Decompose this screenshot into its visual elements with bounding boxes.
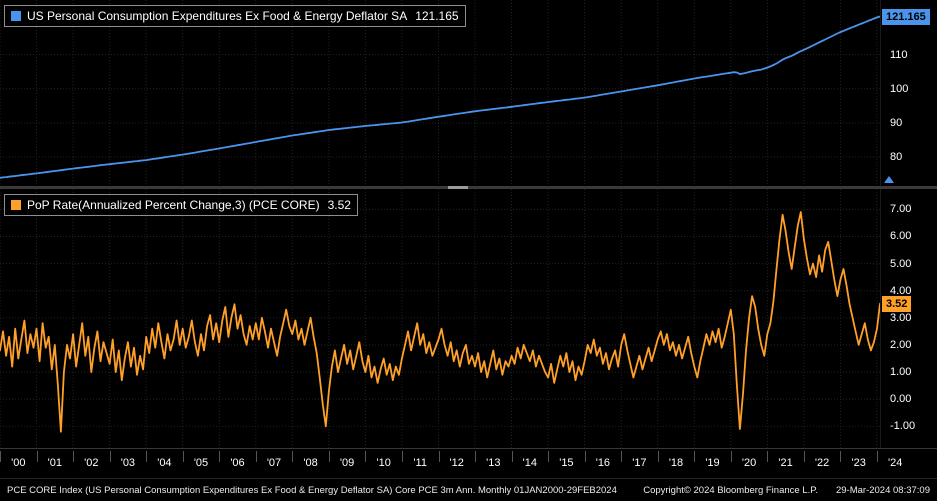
y-axis-tick-label: 6.00	[890, 230, 912, 243]
rate-line-chart[interactable]	[0, 189, 880, 448]
x-axis-year-label: '08	[303, 457, 318, 469]
x-axis-tick	[840, 451, 842, 462]
x-axis-tick	[511, 451, 513, 462]
x-axis-tick	[36, 451, 38, 462]
x-axis-tick	[219, 451, 221, 462]
y-axis-tick-label: 5.00	[890, 257, 912, 270]
y-axis-tick-label: 0.00	[890, 393, 912, 406]
x-axis-year-label: '04	[157, 457, 172, 469]
blue-series-swatch-icon	[11, 11, 21, 21]
last-value-badge-bottom: 3.52	[882, 295, 912, 312]
y-axis-tick-label: 4.00	[890, 284, 912, 297]
price-line	[0, 15, 880, 179]
x-axis-tick	[548, 451, 550, 462]
x-axis-tick	[767, 451, 769, 462]
rate-panel: PoP Rate(Annualized Percent Change,3) (P…	[0, 189, 937, 448]
status-bar: PCE CORE Index (US Personal Consumption …	[0, 478, 937, 501]
x-axis-tick	[146, 451, 148, 462]
y-axis-tick-label: 7.00	[890, 203, 912, 216]
x-axis-year-label: '05	[193, 457, 209, 469]
x-axis-tick	[73, 451, 75, 462]
x-axis-year-label: '23	[851, 457, 866, 469]
last-value-badge-top: 121.165	[882, 8, 930, 25]
x-axis-year-label: '00	[11, 457, 26, 469]
x-axis-year-label: '03	[120, 457, 136, 469]
y-axis-bottom: 3.52 7.00 6.00 5.00 4.00 3.00 2.00 1.00 0.00 -1.…	[880, 189, 937, 448]
x-axis-tick	[401, 451, 403, 462]
y-axis-tick-label: 80	[890, 150, 903, 163]
y-axis-tick-label: 90	[890, 116, 903, 129]
y-axis-tick-label: 1.00	[890, 366, 912, 379]
copyright-text: Copyright© 2024 Bloomberg Finance L.P.	[643, 484, 818, 496]
panel-divider	[0, 186, 937, 189]
x-axis-tick	[475, 451, 476, 462]
timestamp-text: 29-Mar-2024 08:37:09	[835, 484, 930, 496]
x-axis-tick	[803, 451, 805, 462]
x-axis-tick	[292, 451, 294, 462]
legend-bottom-label: PoP Rate(Annualized Percent Change,3) (P…	[27, 198, 320, 212]
x-axis-year-label: '20	[741, 457, 757, 469]
x-axis-year-label: '09	[339, 457, 355, 469]
x-axis-year-label: '15	[559, 457, 574, 469]
x-axis-tick	[877, 451, 878, 462]
x-axis-tick	[730, 451, 732, 462]
x-axis-year-label: '14	[522, 457, 537, 469]
series-description: PCE CORE Index (US Personal Consumption …	[7, 484, 617, 496]
x-axis-year-label: '16	[595, 457, 611, 469]
orange-series-swatch-icon	[11, 200, 21, 210]
x-axis-tick	[0, 451, 1, 462]
x-axis-tick	[621, 451, 623, 462]
legend-top-label: US Personal Consumption Expenditures Ex …	[27, 9, 408, 23]
legend-top-value: 121.165	[415, 9, 459, 23]
x-axis-tick	[255, 451, 257, 462]
rate-line	[0, 211, 880, 433]
axis-scroll-arrow-icon[interactable]	[884, 176, 894, 183]
x-axis-tick	[694, 451, 696, 462]
y-axis-tick-label: 3.00	[890, 311, 912, 324]
y-axis-tick-label: -1.00	[890, 420, 916, 433]
x-axis-year-label: '19	[705, 457, 720, 469]
x-axis-year-label: '11	[413, 457, 427, 469]
x-axis-year-label: '21	[778, 457, 793, 469]
price-line-chart[interactable]	[0, 0, 880, 186]
legend-top[interactable]: US Personal Consumption Expenditures Ex …	[4, 5, 466, 27]
x-axis-tick	[438, 451, 440, 462]
y-axis-tick-label: 110	[890, 48, 908, 61]
legend-bottom[interactable]: PoP Rate(Annualized Percent Change,3) (P…	[4, 194, 358, 216]
x-axis-year-label: '07	[266, 457, 282, 469]
x-axis-year-label: '02	[84, 457, 99, 469]
x-axis-year-label: '24	[888, 457, 903, 469]
x-axis: '00 '01 '02 '03 '04 '05 '06 '07 '08 '09 '10 '11 '12 '…	[0, 448, 937, 479]
x-axis-year-label: '01	[47, 457, 62, 469]
y-axis-tick-label: 100	[890, 82, 909, 95]
x-axis-year-label: '12	[449, 457, 464, 469]
x-axis-year-label: '17	[632, 457, 647, 469]
x-axis-year-label: '18	[668, 457, 684, 469]
y-axis-top: 121.165 110 100 90 80	[880, 0, 937, 186]
x-axis-tick	[109, 451, 111, 462]
x-axis-tick	[657, 451, 659, 462]
x-axis-tick	[584, 451, 586, 462]
x-axis-year-label: '06	[230, 457, 245, 469]
y-axis-tick-label: 2.00	[890, 338, 912, 351]
x-axis-year-label: '13	[486, 457, 501, 469]
x-axis-tick	[182, 451, 184, 462]
divider-handle[interactable]	[448, 186, 468, 189]
legend-bottom-value: 3.52	[327, 198, 351, 212]
x-axis-tick	[365, 451, 367, 462]
price-panel: US Personal Consumption Expenditures Ex …	[0, 0, 937, 186]
x-axis-year-label: '10	[376, 457, 391, 469]
x-axis-tick	[328, 451, 330, 462]
x-axis-year-label: '22	[814, 457, 830, 469]
